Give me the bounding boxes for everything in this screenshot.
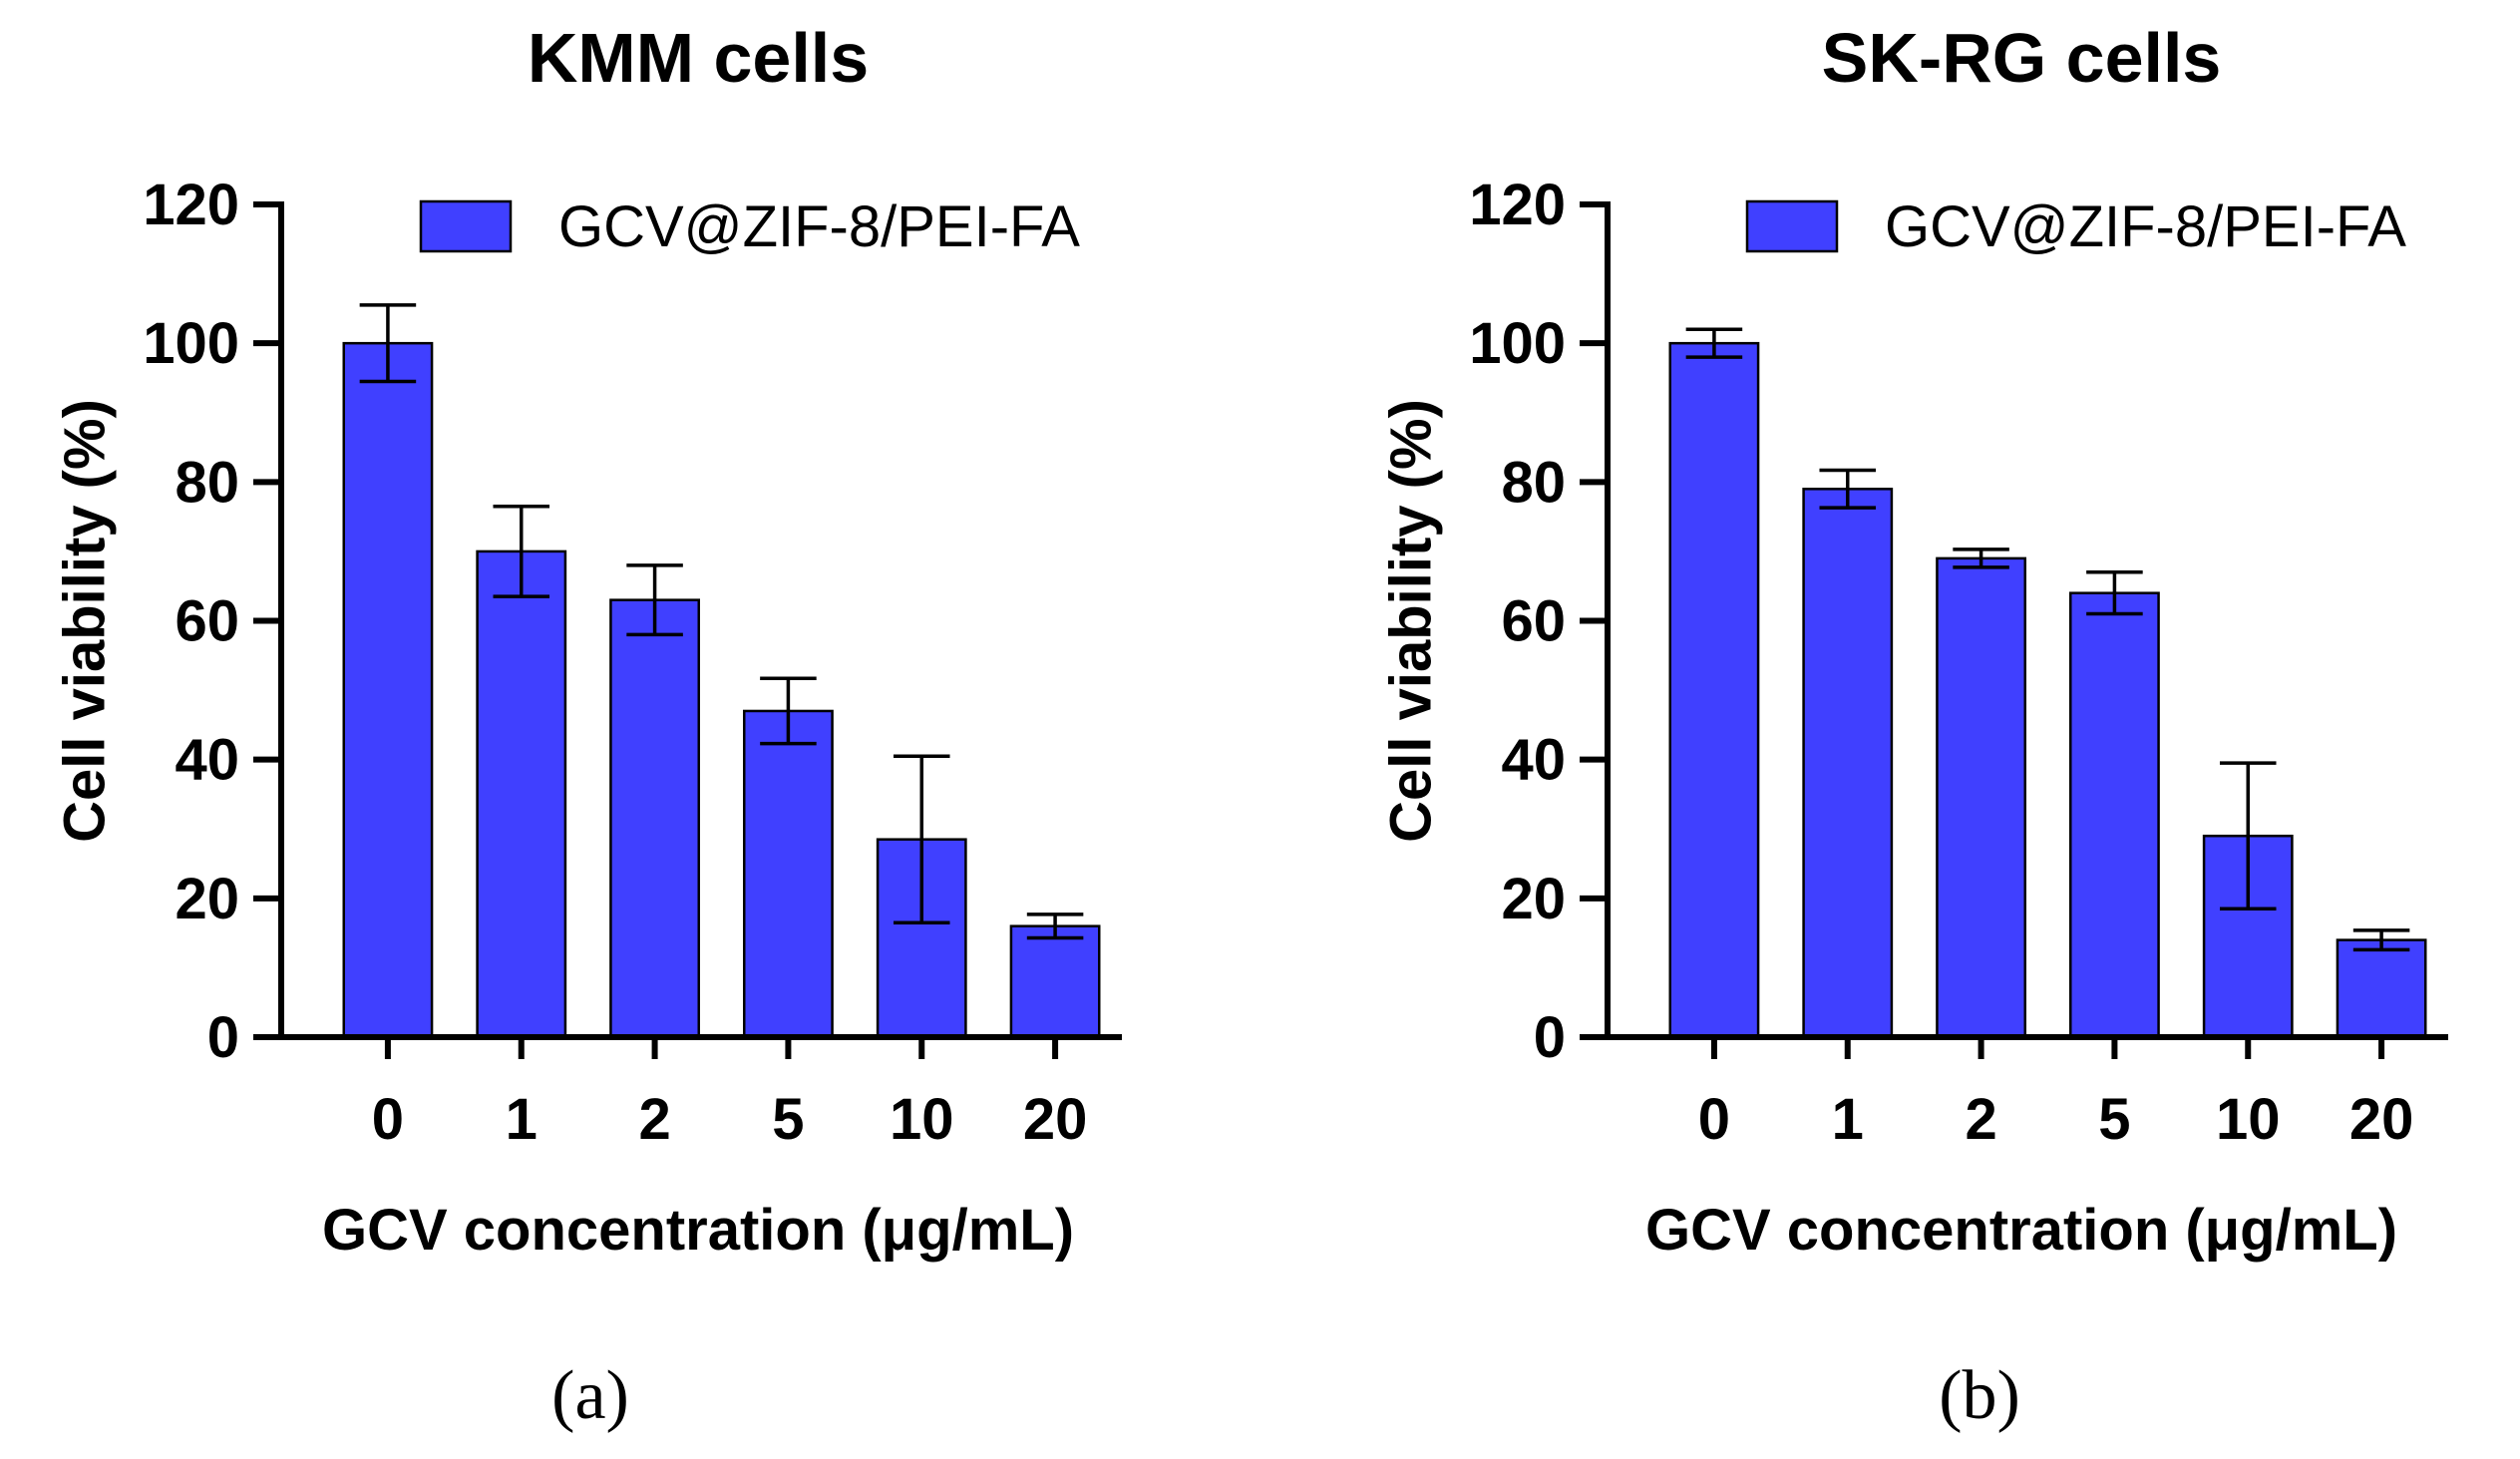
- error-bar-1: [493, 504, 550, 598]
- panel-label: (b): [1939, 1357, 2020, 1434]
- y-tick-label-120: 120: [143, 173, 239, 237]
- y-tick-label-80: 80: [175, 450, 239, 515]
- x-tick-label-0: 0: [1698, 1087, 1730, 1152]
- y-axis-label: Cell viability (%): [1379, 399, 1444, 843]
- bar-20: [2336, 938, 2427, 1039]
- x-tick-label-10: 10: [2216, 1087, 2281, 1152]
- x-tick-label-5: 5: [2098, 1087, 2130, 1152]
- error-bar-20: [1026, 912, 1084, 940]
- chart-panel-sk-rg: SK-RG cells Cell viability (%) GCV concent…: [1379, 19, 2448, 1434]
- x-tick-label-0: 0: [372, 1087, 404, 1152]
- error-bar-2: [1953, 547, 2009, 569]
- chart-panel-kmm: KMM cells Cell viability (%) GCV concentra…: [53, 19, 1122, 1434]
- x-axis-label: GCV concentration (μg/mL): [322, 1198, 1074, 1263]
- bar-1: [476, 549, 567, 1039]
- y-tick-label-0: 0: [207, 1005, 239, 1070]
- x-tick-label-2: 2: [1965, 1087, 1996, 1152]
- x-tick-label-20: 20: [1023, 1087, 1088, 1152]
- x-tick-label-5: 5: [772, 1087, 804, 1152]
- y-tick-label-100: 100: [143, 311, 239, 376]
- axes: [1605, 201, 2448, 1040]
- legend-label: GCV@ZIF-8/PEI-FA: [1885, 194, 2406, 259]
- x-tick-label-1: 1: [506, 1087, 538, 1152]
- legend-swatch: [1745, 199, 1839, 253]
- error-bar-1: [1819, 468, 1877, 510]
- error-bar-5: [2086, 570, 2143, 616]
- bar-5: [2069, 591, 2160, 1039]
- error-bar-20: [2352, 928, 2410, 952]
- error-bar-2: [626, 563, 683, 637]
- axes: [278, 201, 1122, 1040]
- bar-5: [743, 709, 834, 1039]
- y-tick-label-100: 100: [1469, 311, 1566, 376]
- bar-0: [342, 341, 434, 1039]
- y-tick-label-40: 40: [1501, 728, 1566, 793]
- y-axis-label: Cell viability (%): [53, 399, 118, 843]
- chart-title: KMM cells: [528, 19, 869, 97]
- y-tick-label-0: 0: [1534, 1005, 1566, 1070]
- x-tick-label-20: 20: [2349, 1087, 2414, 1152]
- error-bar-5: [760, 676, 817, 746]
- panel-label: (a): [551, 1357, 629, 1434]
- bar-2: [609, 598, 700, 1039]
- error-bar-0: [359, 303, 417, 384]
- y-tick-label-40: 40: [175, 728, 239, 793]
- x-axis-label: GCV concentration (μg/mL): [1645, 1198, 2397, 1263]
- error-bar-0: [1685, 327, 1743, 359]
- bar-0: [1668, 341, 1760, 1039]
- chart-title: SK-RG cells: [1822, 19, 2222, 97]
- x-tick-label-10: 10: [890, 1087, 954, 1152]
- x-tick-label-2: 2: [638, 1087, 670, 1152]
- y-tick-label-60: 60: [1501, 589, 1566, 654]
- y-tick-label-60: 60: [175, 589, 239, 654]
- error-bar-10: [893, 754, 950, 924]
- error-bar-10: [2219, 761, 2277, 912]
- y-tick-label-20: 20: [1501, 867, 1566, 931]
- y-tick-label-20: 20: [175, 867, 239, 931]
- legend-swatch: [419, 199, 513, 253]
- bar-2: [1936, 556, 2026, 1039]
- y-tick-label-120: 120: [1469, 173, 1566, 237]
- y-tick-label-80: 80: [1501, 450, 1566, 515]
- bar-1: [1802, 488, 1894, 1039]
- x-tick-label-1: 1: [1832, 1087, 1864, 1152]
- legend-label: GCV@ZIF-8/PEI-FA: [558, 194, 1080, 259]
- bar-20: [1009, 924, 1101, 1039]
